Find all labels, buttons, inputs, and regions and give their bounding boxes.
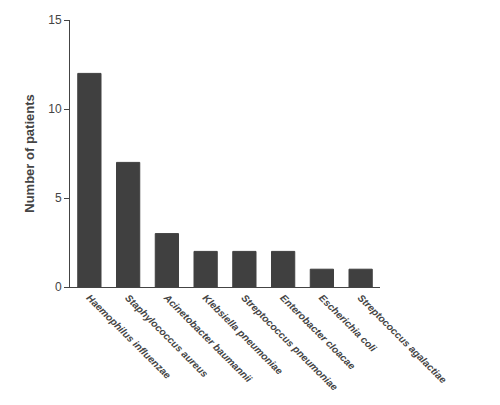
svg-text:Streptococcus pneumoniae: Streptococcus pneumoniae — [239, 292, 340, 393]
svg-text:5: 5 — [55, 191, 62, 205]
svg-text:Haemophilus influenzae: Haemophilus influenzae — [84, 292, 173, 381]
svg-text:Streptococcus agalactiae: Streptococcus agalactiae — [356, 292, 449, 385]
svg-text:Enterobacter cloacae: Enterobacter cloacae — [278, 292, 358, 372]
svg-text:Klebsiella pneumoniae: Klebsiella pneumoniae — [201, 292, 286, 377]
svg-text:Escherichia coli: Escherichia coli — [317, 292, 379, 354]
svg-text:0: 0 — [55, 280, 62, 294]
svg-text:Staphylococcus aureus: Staphylococcus aureus — [123, 292, 210, 379]
svg-text:10: 10 — [48, 102, 62, 116]
svg-text:Acinetobacter baumannii: Acinetobacter baumannii — [161, 291, 254, 384]
svg-text:Number of patients: Number of patients — [22, 94, 37, 212]
svg-text:15: 15 — [48, 13, 62, 27]
